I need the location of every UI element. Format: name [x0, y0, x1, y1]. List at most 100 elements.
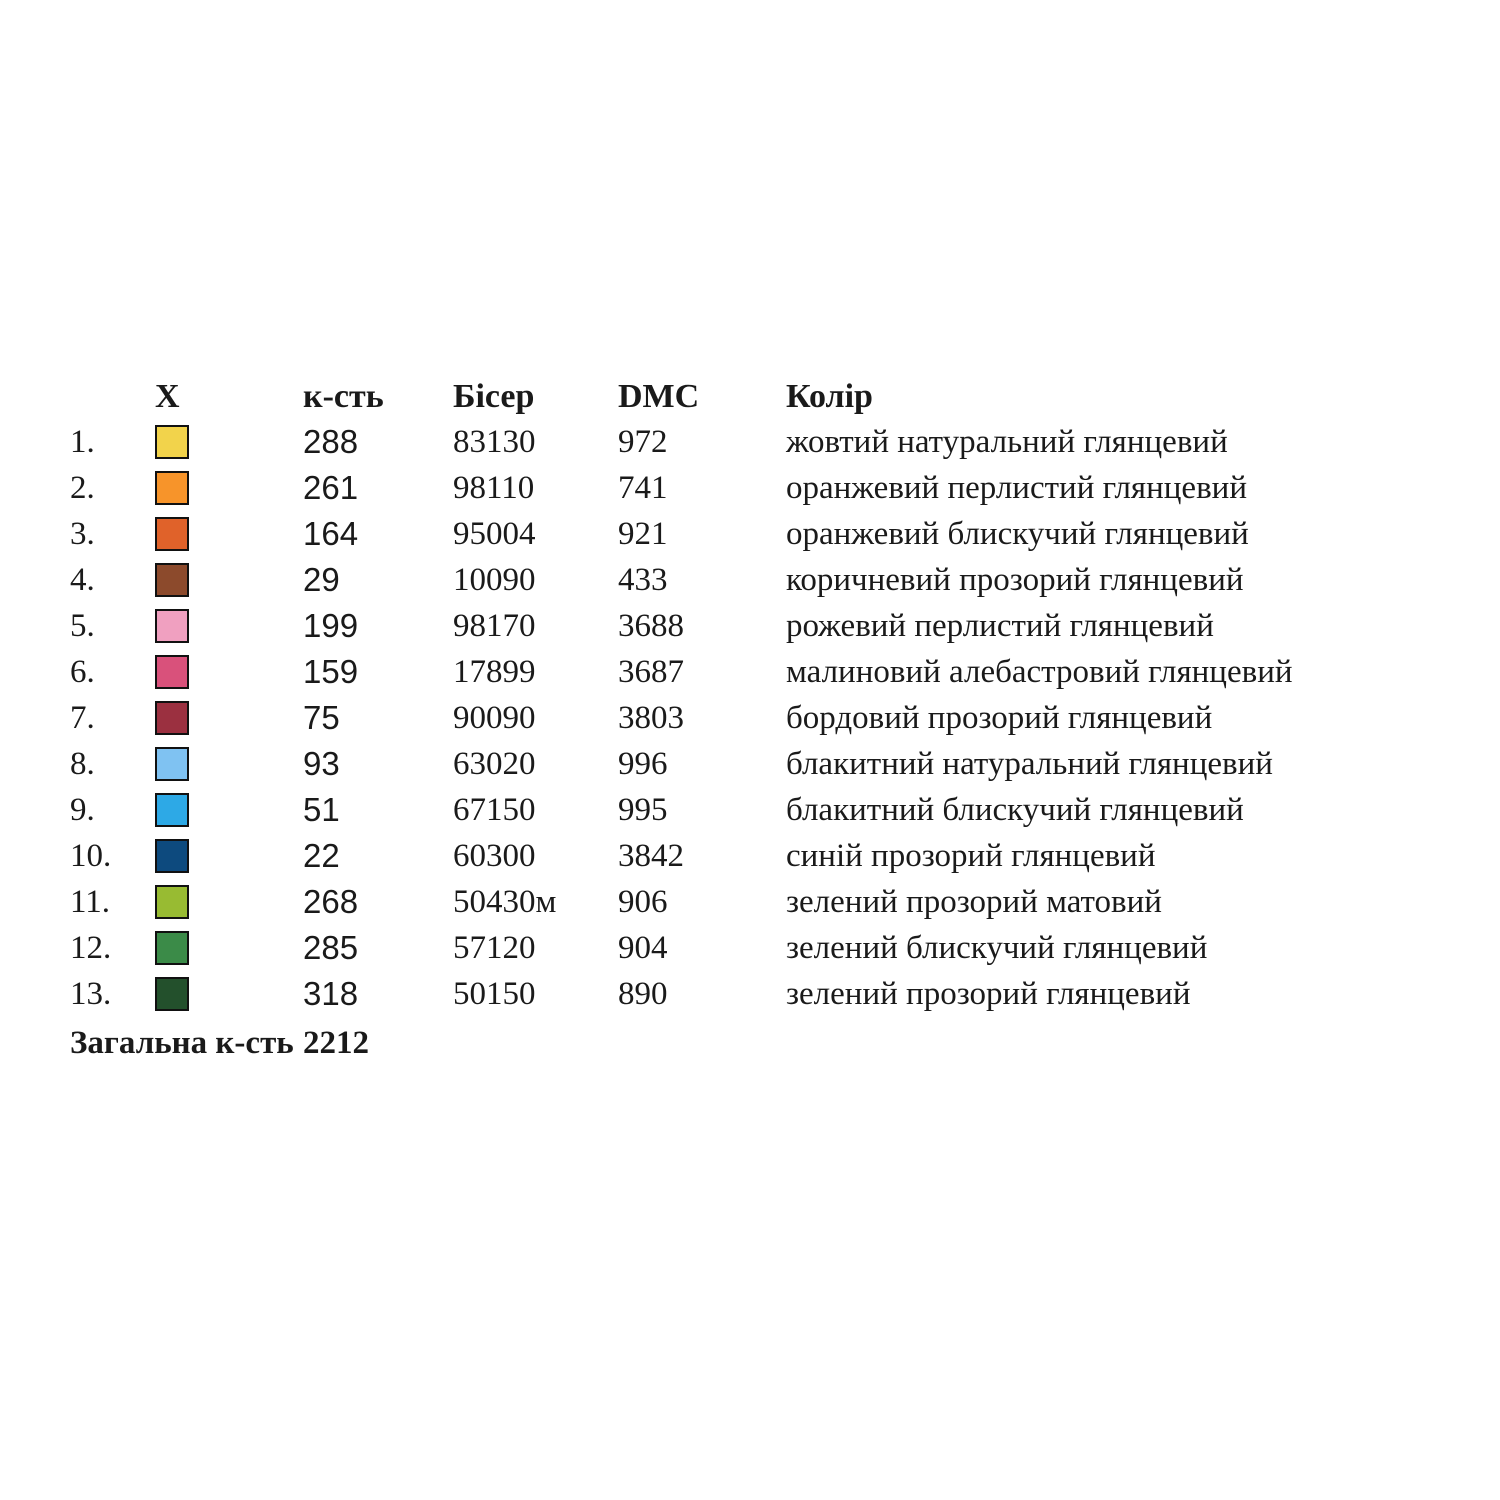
row-number: 7. [70, 699, 95, 736]
row-quantity: 285 [303, 929, 359, 966]
row-quantity: 159 [303, 653, 359, 690]
color-swatch [155, 425, 189, 459]
row-color-name: блакитний блискучий глянцевий [786, 791, 1244, 828]
row-number: 10. [70, 837, 112, 874]
row-dmc-code: 972 [618, 423, 668, 460]
row-color-name: оранжевий перлистий глянцевий [786, 469, 1247, 506]
row-number: 12. [70, 929, 112, 966]
row-dmc-code: 890 [618, 975, 668, 1012]
row-color-name: оранжевий блискучий глянцевий [786, 515, 1249, 552]
row-quantity: 164 [303, 515, 359, 552]
row-quantity: 318 [303, 975, 359, 1012]
color-swatch [155, 517, 189, 551]
row-dmc-code: 741 [618, 469, 668, 506]
color-swatch [155, 839, 189, 873]
row-number: 6. [70, 653, 95, 690]
row-dmc-code: 3688 [618, 607, 684, 644]
row-bead-code: 83130 [453, 423, 536, 460]
legend-row: 2. 261 98110 741 оранжевий перлистий глянцев… [70, 465, 1470, 511]
row-number: 8. [70, 745, 95, 782]
row-quantity: 51 [303, 791, 340, 828]
legend-rows: 1. 288 83130 972 жовтий натуральний глянцеви… [70, 419, 1470, 1017]
row-dmc-code: 904 [618, 929, 668, 966]
row-number: 1. [70, 423, 95, 460]
row-color-name: зелений прозорий глянцевий [786, 975, 1191, 1012]
color-swatch-cell [155, 425, 303, 459]
row-dmc-code: 921 [618, 515, 668, 552]
color-swatch [155, 931, 189, 965]
bead-legend-table: X к-сть Бісер DMC Колір 1. 288 83130 972 жов… [70, 375, 1470, 1065]
total-row: Загальна к-сть 2212 [70, 1021, 1470, 1065]
row-color-name: бордовий прозорий глянцевий [786, 699, 1213, 736]
legend-row: 6. 159 17899 3687 малиновий алебастровий гля… [70, 649, 1470, 695]
header-quantity: к-сть [303, 378, 384, 415]
row-dmc-code: 996 [618, 745, 668, 782]
color-swatch-cell [155, 517, 303, 551]
legend-row: 7. 75 90090 3803 бордовий прозорий глянцевий [70, 695, 1470, 741]
color-swatch-cell [155, 931, 303, 965]
row-bead-code: 63020 [453, 745, 536, 782]
row-number: 3. [70, 515, 95, 552]
row-quantity: 93 [303, 745, 340, 782]
row-number: 4. [70, 561, 95, 598]
row-dmc-code: 906 [618, 883, 668, 920]
row-bead-code: 60300 [453, 837, 536, 874]
row-bead-code: 17899 [453, 653, 536, 690]
row-quantity: 268 [303, 883, 359, 920]
row-number: 11. [70, 883, 111, 920]
row-dmc-code: 3803 [618, 699, 684, 736]
color-swatch [155, 563, 189, 597]
total-label: Загальна к-сть [70, 1025, 294, 1061]
row-bead-code: 50150 [453, 975, 536, 1012]
row-color-name: рожевий перлистий глянцевий [786, 607, 1214, 644]
color-swatch-cell [155, 977, 303, 1011]
color-swatch-cell [155, 655, 303, 689]
row-bead-code: 98170 [453, 607, 536, 644]
color-swatch-cell [155, 793, 303, 827]
color-swatch-cell [155, 609, 303, 643]
color-swatch [155, 793, 189, 827]
header-row: X к-сть Бісер DMC Колір [70, 375, 1470, 419]
header-symbol: X [155, 378, 180, 415]
row-bead-code: 95004 [453, 515, 536, 552]
row-quantity: 288 [303, 423, 359, 460]
legend-row: 1. 288 83130 972 жовтий натуральний глянцеви… [70, 419, 1470, 465]
row-quantity: 199 [303, 607, 359, 644]
row-color-name: жовтий натуральний глянцевий [786, 423, 1228, 460]
color-swatch [155, 701, 189, 735]
color-swatch [155, 471, 189, 505]
legend-row: 12. 285 57120 904 зелений блискучий глянцеви… [70, 925, 1470, 971]
color-swatch [155, 655, 189, 689]
row-quantity: 261 [303, 469, 359, 506]
legend-row: 3. 164 95004 921 оранжевий блискучий глянцев… [70, 511, 1470, 557]
row-color-name: синій прозорий глянцевий [786, 837, 1156, 874]
color-swatch [155, 885, 189, 919]
color-swatch [155, 977, 189, 1011]
row-number: 2. [70, 469, 95, 506]
color-swatch [155, 609, 189, 643]
color-swatch-cell [155, 563, 303, 597]
row-dmc-code: 3842 [618, 837, 684, 874]
row-bead-code: 57120 [453, 929, 536, 966]
row-dmc-code: 995 [618, 791, 668, 828]
row-number: 5. [70, 607, 95, 644]
header-color: Колір [786, 378, 873, 415]
color-swatch-cell [155, 885, 303, 919]
row-color-name: зелений прозорий матовий [786, 883, 1162, 920]
row-bead-code: 67150 [453, 791, 536, 828]
row-dmc-code: 433 [618, 561, 668, 598]
row-color-name: зелений блискучий глянцевий [786, 929, 1208, 966]
header-bead: Бісер [453, 378, 535, 415]
header-dmc: DMC [618, 378, 700, 415]
color-swatch-cell [155, 701, 303, 735]
row-bead-code: 50430м [453, 883, 557, 920]
row-color-name: коричневий прозорий глянцевий [786, 561, 1244, 598]
legend-row: 5. 199 98170 3688 рожевий перлистий глянцеви… [70, 603, 1470, 649]
row-quantity: 75 [303, 699, 340, 736]
legend-row: 9. 51 67150 995 блакитний блискучий глянцеви… [70, 787, 1470, 833]
legend-row: 8. 93 63020 996 блакитний натуральний глянце… [70, 741, 1470, 787]
legend-row: 13. 318 50150 890 зелений прозорий глянцевий [70, 971, 1470, 1017]
row-bead-code: 98110 [453, 469, 535, 506]
row-number: 9. [70, 791, 95, 828]
total-value: 2212 [303, 1025, 369, 1061]
